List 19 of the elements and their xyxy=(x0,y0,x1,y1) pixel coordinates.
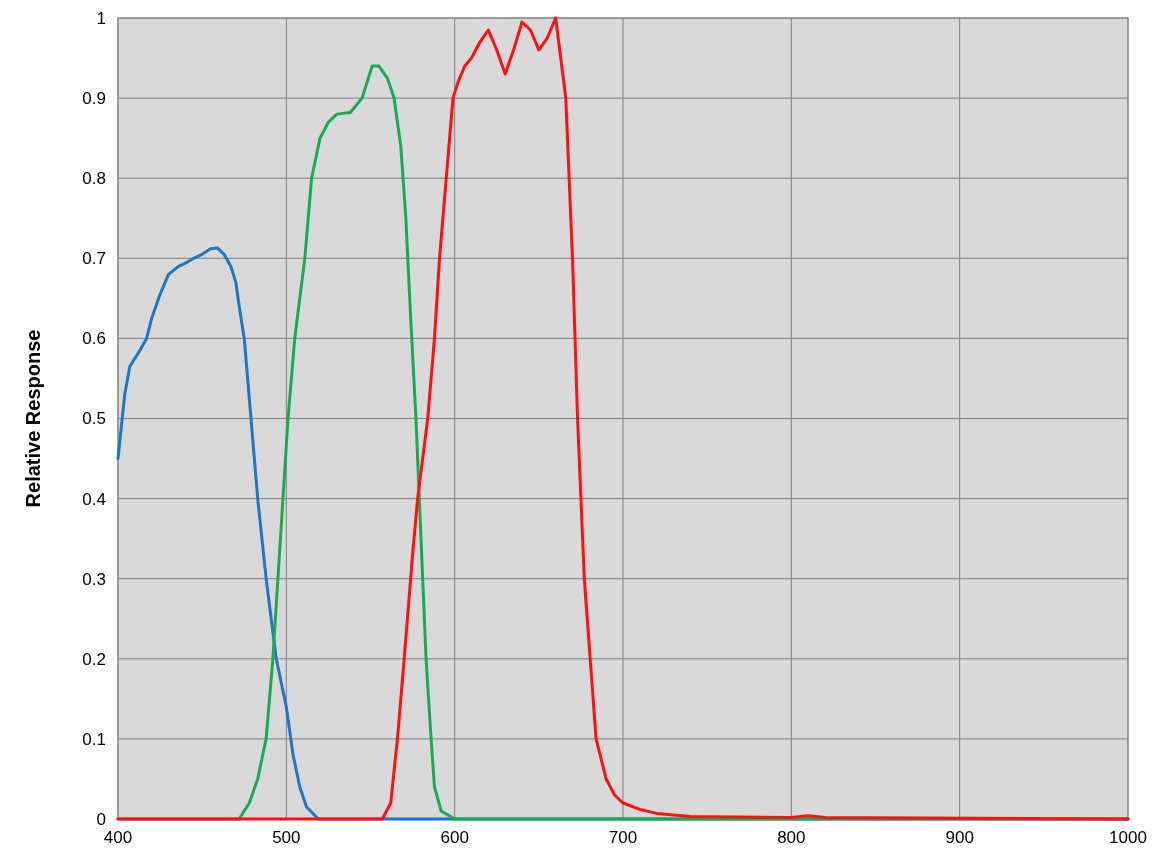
y-tick-label: 0.8 xyxy=(82,169,106,189)
x-tick-label: 700 xyxy=(608,828,638,847)
y-tick-label: 0.1 xyxy=(82,729,106,749)
y-tick-label: 1 xyxy=(96,8,106,28)
y-tick-label: 0 xyxy=(96,809,106,829)
y-tick-label: 0.4 xyxy=(82,489,106,509)
x-tick-label: 1000 xyxy=(1109,828,1147,847)
x-tick-label: 500 xyxy=(272,828,301,847)
x-tick-label: 600 xyxy=(440,828,469,847)
x-tick-label: 900 xyxy=(945,828,974,847)
y-axis-title: Relative Response xyxy=(22,329,44,508)
y-tick-label: 0.9 xyxy=(82,89,106,109)
x-tick-label: 400 xyxy=(103,828,133,847)
x-tick-label: 800 xyxy=(777,828,806,847)
y-tick-label: 0.7 xyxy=(82,249,106,269)
y-tick-label: 0.6 xyxy=(82,329,106,349)
y-tick-label: 0.2 xyxy=(82,649,106,669)
y-tick-label: 0.3 xyxy=(82,569,106,589)
y-tick-label: 0.5 xyxy=(82,409,106,429)
